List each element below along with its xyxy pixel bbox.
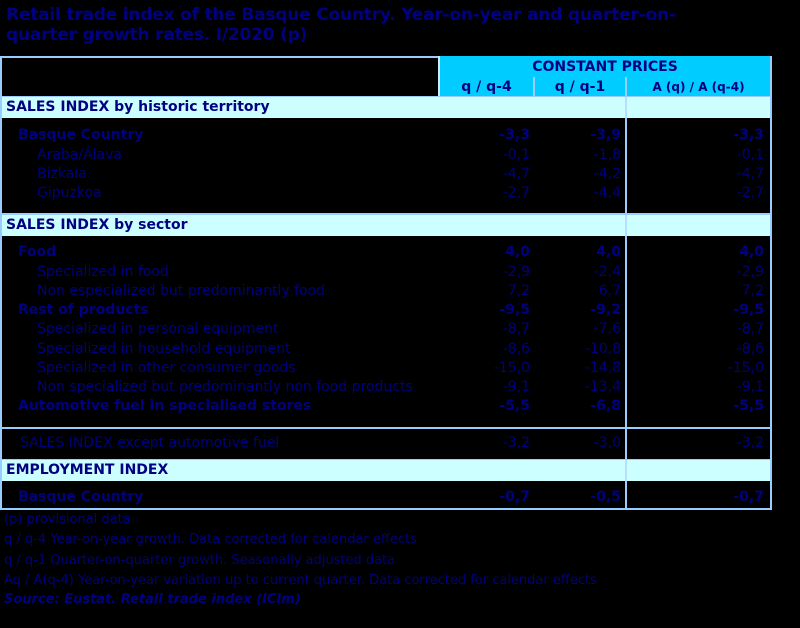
cell-value: -3,2: [736, 435, 764, 451]
cell-value: -9,5: [499, 302, 530, 318]
cell-value: -8,7: [736, 321, 764, 337]
header-subdivider: [625, 77, 627, 96]
cell-value: 6,7: [598, 283, 621, 299]
row-label: Specialized in food: [37, 264, 169, 280]
cell-value: -9,1: [736, 379, 764, 395]
cell-value: -4,4: [593, 185, 621, 201]
row-label: Non especialized but predominantly food: [37, 283, 326, 299]
cell-value: -2,7: [736, 185, 764, 201]
row-label: Non specialized but predominantly non fo…: [37, 379, 413, 395]
cell-value: 4,0: [739, 244, 764, 260]
row-label: Bizkaia: [37, 166, 87, 182]
cell-value: -3,3: [499, 127, 530, 143]
section-label-employment: EMPLOYMENT INDEX: [6, 462, 169, 478]
column-divider: [625, 460, 627, 481]
data-table: [0, 56, 772, 510]
cell-value: -5,5: [733, 398, 764, 414]
cell-value: -4,2: [593, 166, 621, 182]
section-header-sector: [2, 215, 770, 236]
cell-value: -8,6: [736, 341, 764, 357]
row-divider: [0, 213, 770, 215]
cell-value: -0,5: [590, 489, 621, 505]
column-header-band: [440, 56, 770, 96]
cell-value: -1,8: [593, 147, 621, 163]
cell-value: -3,0: [593, 435, 621, 451]
footnote: q / q-1 Quarter-on-quarter growth. Seaso…: [4, 553, 396, 568]
cell-value: -3,3: [733, 127, 764, 143]
row-label: Food: [18, 244, 57, 260]
cell-value: 7,2: [507, 283, 530, 299]
header-subdivider: [533, 77, 535, 96]
column-divider: [625, 215, 627, 236]
cell-value: -2,9: [502, 264, 530, 280]
cell-value: -10,8: [584, 341, 621, 357]
row-label: SALES INDEX except automotive fuel: [20, 435, 280, 451]
row-label: Automotive fuel in specialised stores: [18, 398, 312, 414]
row-label: Specialized in household equipment: [37, 341, 291, 357]
cell-value: -4,7: [736, 166, 764, 182]
header-divider: [438, 56, 440, 96]
cell-value: -14,8: [584, 360, 621, 376]
cell-value: -8,6: [502, 341, 530, 357]
column-header-q-q1: q / q-1: [554, 79, 606, 95]
cell-value: -5,5: [499, 398, 530, 414]
cell-value: -15,0: [493, 360, 530, 376]
row-label: Specialized in personal equipment: [37, 321, 279, 337]
cell-value: -6,8: [590, 398, 621, 414]
cell-value: -9,5: [733, 302, 764, 318]
constant-prices-header: CONSTANT PRICES: [532, 59, 678, 75]
table-title-line-2: quarter growth rates. I/2020 (p): [6, 25, 308, 45]
footnote: Aq / A(q-4) Year-on-year variation up to…: [4, 573, 597, 588]
cell-value: -0,7: [733, 489, 764, 505]
row-label: Araba/Álava: [37, 147, 123, 163]
cell-value: -4,7: [502, 166, 530, 182]
row-divider: [0, 427, 770, 429]
row-label: Basque Country: [18, 489, 144, 505]
cell-value: -9,2: [590, 302, 621, 318]
footnote: q / q-4 Year-on-year growth. Data correc…: [4, 532, 417, 547]
cell-value: -0,1: [736, 147, 764, 163]
cell-value: -0,7: [499, 489, 530, 505]
cell-value: -3,9: [590, 127, 621, 143]
cell-value: -15,0: [727, 360, 764, 376]
section-header-territory: [2, 97, 770, 118]
cell-value: 4,0: [505, 244, 530, 260]
table-title-line-1: Retail trade index of the Basque Country…: [6, 5, 676, 25]
row-label: Gipuzkoa: [37, 185, 102, 201]
row-label: Rest of products: [18, 302, 149, 318]
cell-value: 7,2: [741, 283, 764, 299]
cell-value: 4,0: [596, 244, 621, 260]
cell-value: -3,2: [502, 435, 530, 451]
row-label: Basque Country: [18, 127, 144, 143]
cell-value: -7,6: [593, 321, 621, 337]
cell-value: -13,4: [584, 379, 621, 395]
cell-value: -2,4: [593, 264, 621, 280]
column-header-cumulative: A (q) / A (q-4): [652, 80, 745, 94]
cell-value: -0,1: [502, 147, 530, 163]
column-header-q-q4: q / q-4: [461, 79, 512, 95]
section-label-territory: SALES INDEX by historic territory: [6, 99, 270, 115]
section-label-sector: SALES INDEX by sector: [6, 217, 188, 233]
section-header-employment: [2, 460, 770, 481]
cell-value: -9,1: [502, 379, 530, 395]
cell-value: -2,7: [502, 185, 530, 201]
column-divider: [625, 96, 627, 508]
footnote: (p) provisional data: [4, 512, 131, 527]
column-divider: [625, 97, 627, 118]
source-note: Source: Eustat. Retail trade index (ICIm…: [4, 592, 301, 607]
cell-value: -8,7: [502, 321, 530, 337]
row-label: Specialized in other consumer goods: [37, 360, 296, 376]
cell-value: -2,9: [736, 264, 764, 280]
